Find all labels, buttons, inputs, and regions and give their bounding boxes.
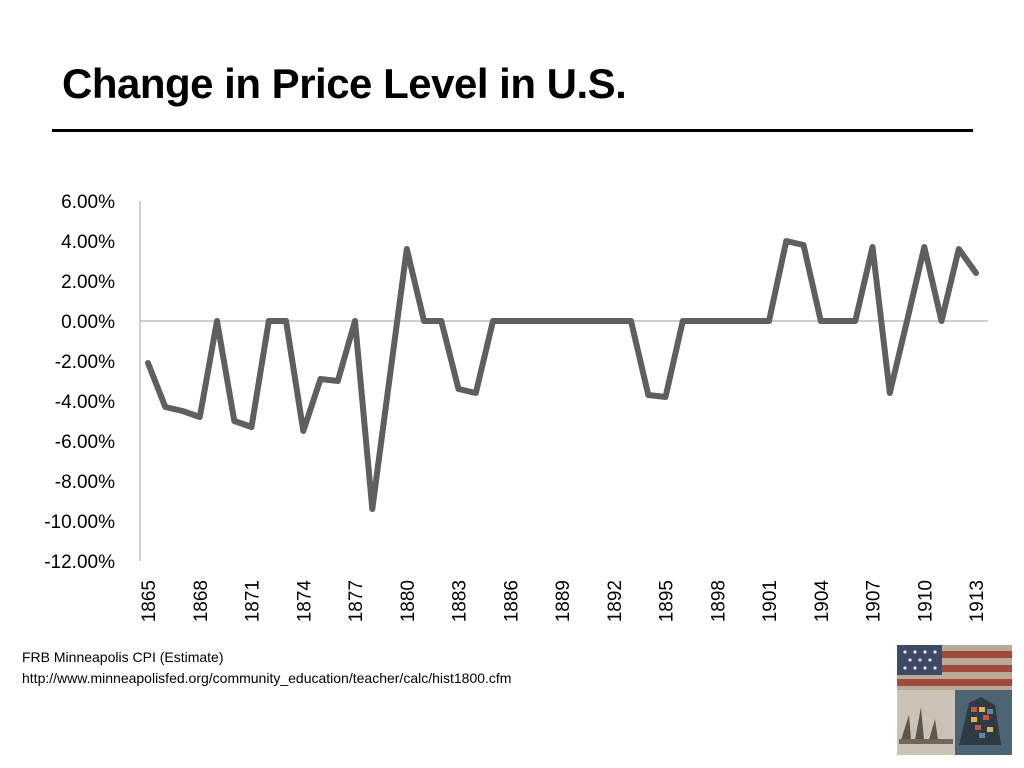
x-tick-label: 1874 [294, 580, 315, 623]
x-tick-label: 1913 [967, 580, 988, 622]
series-group [145, 238, 979, 512]
x-tick-label: 1907 [864, 580, 885, 622]
y-tick-label: -12.00% [44, 552, 115, 573]
x-axis: 1865 1868 1871 1874 1877 1880 1883 1886 1889 1892… [139, 580, 988, 623]
y-tick-label: 6.00% [61, 192, 115, 213]
title-divider [52, 129, 973, 132]
source-citation: FRB Minneapolis CPI (Estimate) http://ww… [22, 647, 511, 689]
y-tick-label: 2.00% [61, 272, 115, 293]
y-tick-label: 4.00% [61, 232, 115, 253]
x-tick-label: 1865 [139, 580, 160, 622]
source-url: http://www.minneapolisfed.org/community_… [22, 670, 512, 686]
y-tick-label: -2.00% [55, 352, 115, 373]
source-name: FRB Minneapolis CPI (Estimate) [22, 649, 224, 665]
x-tick-label: 1889 [553, 580, 574, 622]
slide-title: Change in Price Level in U.S. [62, 60, 627, 107]
y-axis: 6.00% 4.00% 2.00% 0.00% -2.00% -4.00% -6.00% -8… [44, 192, 988, 573]
x-tick-label: 1901 [760, 580, 781, 622]
x-tick-label: 1910 [915, 580, 936, 622]
flag-harbor-picture [897, 645, 1012, 755]
y-tick-label: 0.00% [61, 312, 115, 333]
x-tick-label: 1898 [708, 580, 729, 622]
x-tick-label: 1895 [657, 580, 678, 622]
x-tick-label: 1892 [605, 580, 626, 622]
x-tick-label: 1886 [501, 580, 522, 622]
y-tick-label: -10.00% [44, 512, 115, 533]
x-tick-label: 1871 [243, 580, 264, 622]
y-tick-label: -8.00% [55, 472, 115, 493]
y-tick-label: -4.00% [55, 392, 115, 413]
x-tick-label: 1904 [812, 580, 833, 623]
line-chart: 6.00% 4.00% 2.00% 0.00% -2.00% -4.00% -6.00% -8… [44, 192, 988, 623]
x-tick-label: 1880 [398, 580, 419, 622]
x-tick-label: 1868 [191, 580, 212, 622]
y-tick-label: -6.00% [55, 432, 115, 453]
x-tick-label: 1877 [346, 580, 367, 622]
series-line [145, 238, 979, 512]
x-tick-label: 1883 [450, 580, 471, 622]
